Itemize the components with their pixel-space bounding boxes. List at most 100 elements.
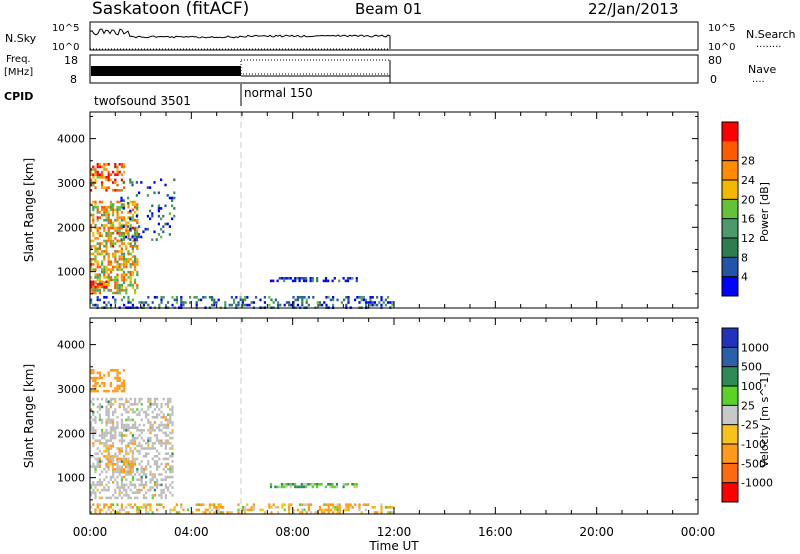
data-cell: [111, 468, 114, 471]
data-cell: [107, 447, 110, 450]
data-cell: [182, 303, 185, 307]
data-cell: [127, 444, 130, 448]
data-cell: [116, 218, 119, 222]
data-cell: [281, 503, 284, 506]
data-cell: [105, 410, 108, 414]
data-cell: [101, 213, 104, 217]
data-cell: [118, 470, 121, 474]
data-cell: [127, 423, 130, 427]
data-cell: [244, 511, 247, 514]
data-cell: [101, 280, 104, 284]
data-cell: [122, 463, 125, 466]
data-cell: [129, 503, 132, 506]
data-cell: [160, 483, 163, 487]
data-cell: [277, 303, 280, 307]
data-cell: [314, 511, 317, 514]
data-cell: [167, 301, 170, 304]
data-cell: [103, 257, 106, 261]
data-cell: [168, 212, 171, 215]
data-cell: [134, 265, 137, 269]
data-cell: [123, 231, 126, 235]
data-cell: [244, 303, 247, 307]
data-cell: [142, 230, 145, 234]
data-cell: [272, 301, 275, 304]
data-cell: [360, 298, 363, 302]
data-cell: [160, 421, 163, 424]
data-cell: [230, 511, 233, 514]
data-cell: [343, 508, 346, 512]
data-cell: [109, 239, 112, 243]
data-cell: [197, 298, 200, 302]
data-cell: [112, 239, 115, 243]
data-cell: [151, 423, 154, 427]
data-cell: [125, 488, 128, 492]
data-cell: [103, 270, 106, 274]
data-cell: [175, 296, 178, 299]
data-cell: [120, 413, 123, 416]
data-cell: [112, 278, 115, 282]
data-cell: [288, 301, 291, 304]
data-cell: [211, 298, 214, 302]
data-cell: [98, 176, 101, 179]
data-cell: [167, 426, 170, 429]
data-cell: [107, 481, 110, 484]
data-cell: [158, 483, 161, 487]
data-cell: [270, 511, 273, 514]
data-cell: [123, 278, 126, 282]
data-cell: [334, 506, 337, 509]
data-cell: [109, 460, 112, 463]
data-cell: [92, 397, 95, 401]
data-cell: [134, 423, 137, 427]
data-cell: [325, 296, 328, 299]
data-cell: [127, 221, 130, 225]
data-cell: [107, 301, 110, 304]
data-cell: [103, 276, 106, 279]
data-cell: [127, 452, 130, 455]
data-cell: [103, 436, 106, 440]
colorbar-tick-label: 8: [741, 251, 748, 264]
data-cell: [298, 277, 301, 280]
data-cell: [112, 213, 115, 217]
data-cell: [107, 178, 110, 182]
data-cell: [125, 434, 128, 437]
data-cell: [111, 465, 114, 469]
data-cell: [112, 410, 115, 414]
data-cell: [389, 511, 392, 514]
data-cell: [131, 491, 134, 494]
data-cell: [96, 397, 99, 401]
data-cell: [92, 403, 95, 406]
data-cell: [299, 296, 302, 299]
data-cell: [156, 436, 159, 440]
data-cell: [90, 506, 93, 509]
data-cell: [151, 473, 154, 476]
data-cell: [90, 168, 93, 171]
data-cell: [376, 303, 379, 307]
data-cell: [142, 470, 145, 474]
data-cell: [123, 273, 126, 277]
data-cell: [327, 511, 330, 514]
data-cell: [127, 237, 130, 240]
data-cell: [142, 429, 145, 432]
data-cell: [129, 227, 132, 231]
data-cell: [131, 403, 134, 406]
data-cell: [164, 475, 167, 479]
data-cell: [136, 429, 139, 432]
data-cell: [92, 183, 95, 187]
data-cell: [92, 483, 95, 487]
data-cell: [160, 217, 163, 221]
data-cell: [131, 426, 134, 429]
data-cell: [127, 201, 130, 205]
data-cell: [118, 473, 121, 476]
data-cell: [138, 397, 141, 401]
data-cell: [96, 265, 99, 269]
data-cell: [134, 289, 137, 292]
data-cell: [125, 226, 128, 230]
data-cell: [109, 496, 112, 500]
data-cell: [301, 296, 304, 299]
data-cell: [133, 442, 136, 445]
data-cell: [160, 429, 163, 432]
data-cell: [114, 436, 117, 440]
data-cell: [120, 475, 123, 479]
data-cell: [168, 196, 171, 200]
data-cell: [147, 429, 150, 432]
